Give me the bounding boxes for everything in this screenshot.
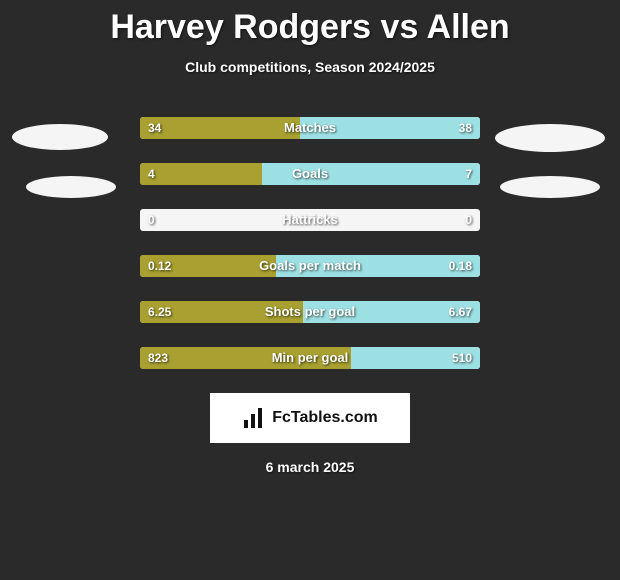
logo-ellipse-3: [500, 176, 600, 198]
stat-row: 00Hattricks: [140, 209, 480, 231]
bar-chart-icon: [242, 406, 266, 430]
stat-label: Matches: [140, 117, 480, 139]
stat-row: 823510Min per goal: [140, 347, 480, 369]
stat-row: 47Goals: [140, 163, 480, 185]
date-label: 6 march 2025: [0, 459, 620, 475]
stats-container: 3438Matches 47Goals 00Hattricks 0.120.18Goa…: [140, 117, 480, 369]
stat-label: Goals per match: [140, 255, 480, 277]
stat-row: 3438Matches: [140, 117, 480, 139]
stat-label: Min per goal: [140, 347, 480, 369]
subtitle: Club competitions, Season 2024/2025: [0, 59, 620, 75]
stat-label: Shots per goal: [140, 301, 480, 323]
page-title: Harvey Rodgers vs Allen: [0, 0, 620, 47]
brand-box: FcTables.com: [210, 393, 410, 443]
stat-label: Goals: [140, 163, 480, 185]
stat-row: 0.120.18Goals per match: [140, 255, 480, 277]
stat-label: Hattricks: [140, 209, 480, 231]
stat-row: 6.256.67Shots per goal: [140, 301, 480, 323]
logo-ellipse-1: [495, 124, 605, 152]
logo-ellipse-0: [12, 124, 108, 150]
brand-label: FcTables.com: [272, 409, 378, 427]
logo-ellipse-2: [26, 176, 116, 198]
